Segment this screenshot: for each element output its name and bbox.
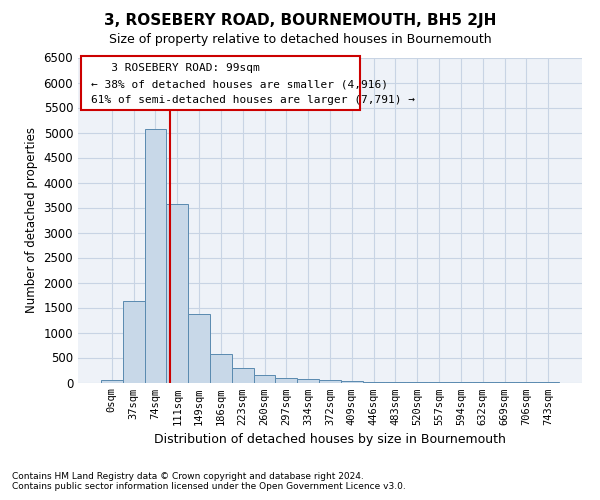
Bar bbox=[166, 204, 188, 382]
Bar bbox=[319, 380, 341, 382]
Text: 3, ROSEBERY ROAD, BOURNEMOUTH, BH5 2JH: 3, ROSEBERY ROAD, BOURNEMOUTH, BH5 2JH bbox=[104, 12, 496, 28]
Bar bbox=[254, 375, 275, 382]
Bar bbox=[188, 314, 210, 382]
Text: Contains public sector information licensed under the Open Government Licence v3: Contains public sector information licen… bbox=[12, 482, 406, 491]
Text: 61% of semi-detached houses are larger (7,791) →: 61% of semi-detached houses are larger (… bbox=[91, 95, 415, 105]
Text: ← 38% of detached houses are smaller (4,916): ← 38% of detached houses are smaller (4,… bbox=[91, 79, 388, 89]
Bar bbox=[341, 380, 363, 382]
Text: 3 ROSEBERY ROAD: 99sqm: 3 ROSEBERY ROAD: 99sqm bbox=[91, 64, 259, 74]
Text: Contains HM Land Registry data © Crown copyright and database right 2024.: Contains HM Land Registry data © Crown c… bbox=[12, 472, 364, 481]
Y-axis label: Number of detached properties: Number of detached properties bbox=[25, 127, 38, 313]
Bar bbox=[232, 368, 254, 382]
X-axis label: Distribution of detached houses by size in Bournemouth: Distribution of detached houses by size … bbox=[154, 433, 506, 446]
Text: Size of property relative to detached houses in Bournemouth: Size of property relative to detached ho… bbox=[109, 32, 491, 46]
Bar bbox=[297, 379, 319, 382]
Bar bbox=[210, 354, 232, 382]
Bar bbox=[123, 300, 145, 382]
Bar bbox=[275, 378, 297, 382]
Bar bbox=[145, 129, 166, 382]
FancyBboxPatch shape bbox=[80, 56, 360, 110]
Bar bbox=[101, 380, 123, 382]
